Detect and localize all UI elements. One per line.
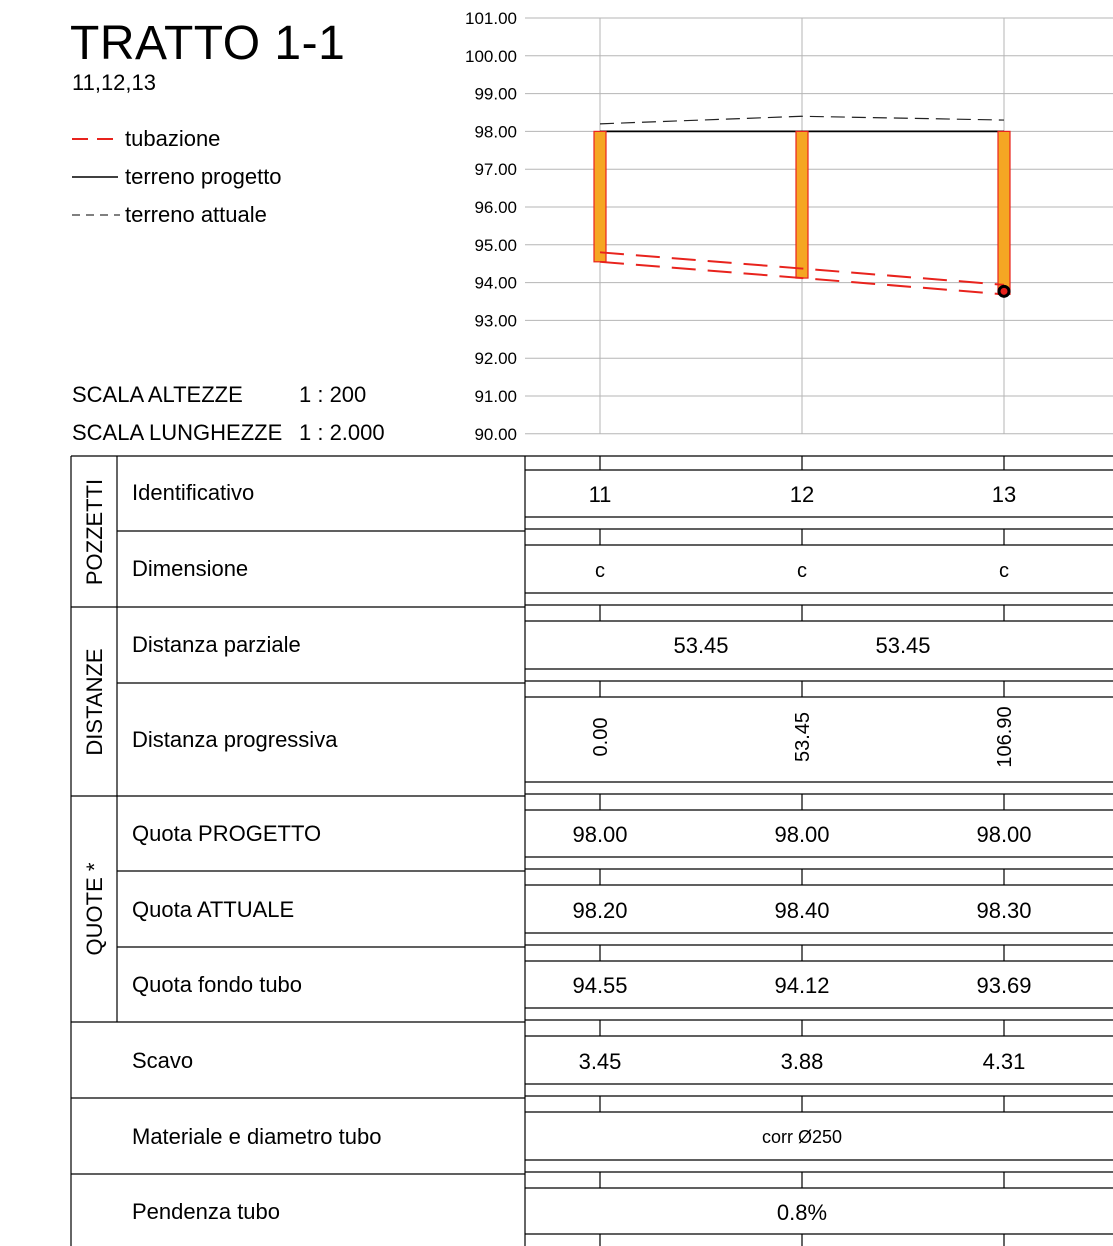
row-label-dimensione: Dimensione xyxy=(132,556,248,581)
cell-dimensione: c xyxy=(595,560,605,582)
cell-dimensione: c xyxy=(999,560,1009,582)
y-tick-label: 101.00 xyxy=(465,9,517,28)
y-tick-label: 96.00 xyxy=(474,198,517,217)
page-title: TRATTO 1-1 xyxy=(70,17,346,70)
cell-scavo: 3.88 xyxy=(781,1049,824,1074)
cell-pendenza: 0.8% xyxy=(777,1200,827,1225)
profile-marks xyxy=(593,115,1011,298)
y-tick-label: 91.00 xyxy=(474,387,517,406)
group-label-quote: QUOTE * xyxy=(82,862,107,955)
row-label-identificativo: Identificativo xyxy=(132,480,254,505)
cell-dimensione: c xyxy=(797,560,807,582)
y-tick-label: 98.00 xyxy=(474,122,517,141)
y-tick-label: 94.00 xyxy=(474,274,517,293)
cell-distanza-progressiva: 53.45 xyxy=(792,712,814,762)
dashed-line-icon xyxy=(72,214,120,216)
legend-label: terreno attuale xyxy=(125,202,267,227)
row-label-pendenza: Pendenza tubo xyxy=(132,1199,280,1224)
scale-lengths-value: 1 : 2.000 xyxy=(299,420,385,445)
cell-identificativo: 11 xyxy=(589,482,612,507)
pipe-invert-line xyxy=(599,260,1005,296)
cell-quota-attuale: 98.20 xyxy=(572,898,627,923)
table-lines xyxy=(70,455,1113,1246)
cell-identificativo: 12 xyxy=(790,482,814,507)
y-tick-label: 90.00 xyxy=(474,425,517,444)
y-tick-label: 100.00 xyxy=(465,47,517,66)
cell-quota-attuale: 98.40 xyxy=(774,898,829,923)
cell-quota-fondo: 93.69 xyxy=(976,973,1031,998)
cell-quota-progetto: 98.00 xyxy=(572,822,627,847)
terreno-attuale-line xyxy=(599,115,1005,125)
page-subtitle: 11,12,13 xyxy=(72,70,157,95)
cell-quota-progetto: 98.00 xyxy=(774,822,829,847)
red-dashed-line-icon xyxy=(72,138,118,140)
cell-quota-fondo: 94.55 xyxy=(572,973,627,998)
cell-materiale: corr Ø250 xyxy=(762,1127,842,1147)
row-label-quota-progetto: Quota PROGETTO xyxy=(132,821,321,846)
y-tick-label: 97.00 xyxy=(474,160,517,179)
cell-identificativo: 13 xyxy=(992,482,1016,507)
y-tick-label: 95.00 xyxy=(474,236,517,255)
cell-distanza-parziale: 53.45 xyxy=(673,633,728,658)
cell-scavo: 4.31 xyxy=(983,1049,1026,1074)
row-label-scavo: Scavo xyxy=(132,1048,193,1073)
y-tick-label: 93.00 xyxy=(474,311,517,330)
row-label-materiale: Materiale e diametro tubo xyxy=(132,1124,381,1149)
scale-heights-value: 1 : 200 xyxy=(299,382,367,407)
cell-scavo: 3.45 xyxy=(579,1049,622,1074)
cell-quota-attuale: 98.30 xyxy=(976,898,1031,923)
y-tick-label: 99.00 xyxy=(474,85,517,104)
solid-line-icon xyxy=(72,176,118,178)
y-tick-label: 92.00 xyxy=(474,349,517,368)
table-text: POZZETTI DISTANZE QUOTE * Identificativo… xyxy=(82,479,1032,1225)
cell-distanza-progressiva: 106.90 xyxy=(994,706,1016,767)
row-label-quota-attuale: Quota ATTUALE xyxy=(132,897,294,922)
legend-label: terreno progetto xyxy=(125,164,282,189)
cell-distanza-parziale: 53.45 xyxy=(875,633,930,658)
group-label-distanze: DISTANZE xyxy=(82,648,107,755)
cell-quota-fondo: 94.12 xyxy=(774,973,829,998)
scale-heights-label: SCALA ALTEZZE xyxy=(72,382,243,407)
outlet-marker-icon xyxy=(997,284,1011,298)
group-label-pozzetti: POZZETTI xyxy=(82,479,107,585)
scale-lengths-label: SCALA LUNGHEZZE xyxy=(72,420,283,445)
row-label-distanza-progressiva: Distanza progressiva xyxy=(132,727,338,752)
elevation-axis: 101.00 100.00 99.00 98.00 97.00 96.00 95.00 94.… xyxy=(465,9,517,444)
cell-distanza-progressiva: 0.00 xyxy=(590,718,612,757)
profile-grid xyxy=(525,17,1113,435)
row-label-distanza-parziale: Distanza parziale xyxy=(132,632,301,657)
pipe-crown-line xyxy=(599,251,1005,286)
cell-quota-progetto: 98.00 xyxy=(976,822,1031,847)
row-label-quota-fondo: Quota fondo tubo xyxy=(132,972,302,997)
legend-label: tubazione xyxy=(125,126,221,151)
